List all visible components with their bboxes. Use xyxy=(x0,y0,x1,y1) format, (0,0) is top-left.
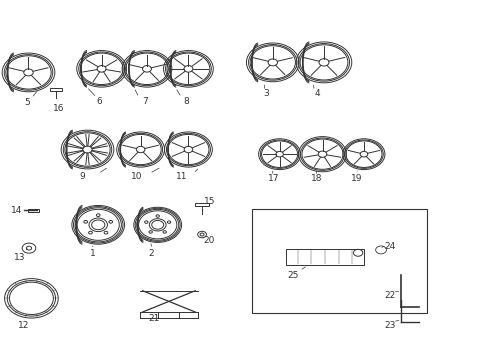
Text: 13: 13 xyxy=(14,253,25,262)
Text: 4: 4 xyxy=(314,89,320,98)
Text: 5: 5 xyxy=(24,98,30,107)
Text: 12: 12 xyxy=(19,321,30,330)
Text: 18: 18 xyxy=(310,174,322,183)
Text: 7: 7 xyxy=(142,96,147,105)
Text: 3: 3 xyxy=(263,89,269,98)
Text: 16: 16 xyxy=(52,104,64,113)
Text: 24: 24 xyxy=(384,242,395,251)
Text: 1: 1 xyxy=(89,249,95,258)
Bar xyxy=(195,203,208,206)
Text: 23: 23 xyxy=(384,321,395,330)
Bar xyxy=(285,249,363,265)
Text: 8: 8 xyxy=(183,96,188,105)
Text: 9: 9 xyxy=(80,172,85,181)
Text: 15: 15 xyxy=(203,197,215,206)
Text: 25: 25 xyxy=(287,270,298,279)
Text: 2: 2 xyxy=(148,249,153,258)
Bar xyxy=(50,88,61,91)
Text: 11: 11 xyxy=(176,172,187,181)
Text: 14: 14 xyxy=(11,206,22,215)
Text: 19: 19 xyxy=(350,174,362,183)
Text: 17: 17 xyxy=(267,174,279,183)
Bar xyxy=(28,208,40,212)
Text: 22: 22 xyxy=(384,291,395,300)
Text: 6: 6 xyxy=(97,96,102,105)
Text: 21: 21 xyxy=(148,314,160,323)
Text: 20: 20 xyxy=(203,237,215,246)
Text: 10: 10 xyxy=(130,172,142,181)
Bar xyxy=(251,209,427,313)
